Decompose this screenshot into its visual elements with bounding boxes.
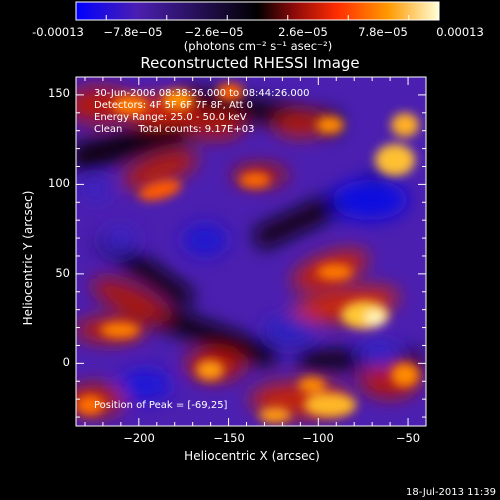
y-axis-title: Heliocentric Y (arcsec) <box>21 191 35 326</box>
colorbar-tick-label: 0.00013 <box>436 25 484 39</box>
colorbar-tick-label: 7.8e−05 <box>358 25 408 39</box>
footer-timestamp: 18-Jul-2013 11:39 <box>406 487 496 498</box>
x-axis-title: Heliocentric X (arcsec) <box>184 449 320 463</box>
colorbar-tick-label: −7.8e−05 <box>103 25 162 39</box>
info-detectors: Detectors: 4F 5F 6F 7F 8F, Att 0 <box>94 100 253 111</box>
colorbar-ticks <box>105 15 410 20</box>
y-tick-label: 150 <box>48 86 70 100</box>
colorbar-tick-label: 2.6e−05 <box>278 25 328 39</box>
y-tick-label: 50 <box>55 266 70 280</box>
y-tick-label: 100 <box>48 176 70 190</box>
x-tick-label: −100 <box>302 431 334 445</box>
y-tick-label: 0 <box>63 355 70 369</box>
axis-ticks <box>76 76 427 426</box>
peak-position-label: Position of Peak = [-69,25] <box>94 400 228 411</box>
info-clean-counts: Clean Total counts: 9.17E+03 <box>94 124 254 135</box>
colorbar: -0.00013 −7.8e−05 −2.6e−05 2.6e−05 7.8e−… <box>32 1 484 53</box>
colorbar-unit-label: (photons cm⁻² s⁻¹ asec⁻²) <box>184 39 332 53</box>
plot-frame <box>75 76 427 427</box>
colorbar-tick-label: -0.00013 <box>32 25 84 39</box>
x-tick-label: −50 <box>396 431 420 445</box>
plot-title: Reconstructed RHESSI Image <box>140 54 359 72</box>
x-tick-label: −150 <box>213 431 245 445</box>
heatmap-image <box>76 77 426 426</box>
info-time-range: 30-Jun-2006 08:38:26.000 to 08:44:26.000 <box>94 88 310 99</box>
x-tick-label: −200 <box>123 431 155 445</box>
observation-info: 30-Jun-2006 08:38:26.000 to 08:44:26.000… <box>94 88 310 135</box>
info-energy-range: Energy Range: 25.0 - 50.0 keV <box>94 112 247 123</box>
colorbar-gradient <box>75 1 440 21</box>
colorbar-tick-label: −2.6e−05 <box>184 25 243 39</box>
